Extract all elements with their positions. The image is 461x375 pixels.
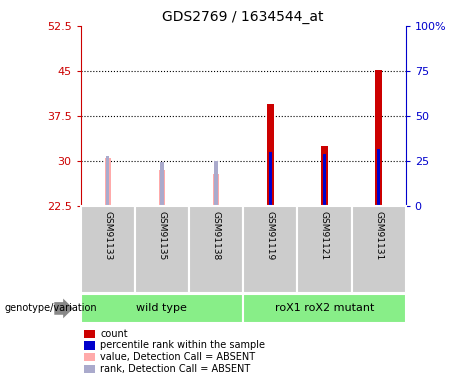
Bar	[84, 341, 95, 350]
Text: rank, Detection Call = ABSENT: rank, Detection Call = ABSENT	[100, 364, 250, 374]
Text: GSM91121: GSM91121	[320, 211, 329, 260]
Title: GDS2769 / 1634544_at: GDS2769 / 1634544_at	[162, 10, 324, 24]
Bar	[159, 170, 165, 206]
Bar	[321, 146, 328, 206]
Bar	[352, 206, 406, 292]
Text: genotype/variation: genotype/variation	[5, 303, 97, 313]
Text: GSM91131: GSM91131	[374, 211, 383, 260]
Bar	[297, 206, 352, 292]
Bar	[213, 174, 219, 206]
Text: roX1 roX2 mutant: roX1 roX2 mutant	[275, 303, 374, 313]
Bar	[81, 206, 135, 292]
Text: GSM91135: GSM91135	[157, 211, 166, 260]
Bar	[84, 330, 95, 338]
Bar	[160, 162, 164, 206]
Text: count: count	[100, 329, 128, 339]
Bar	[105, 158, 111, 206]
Bar	[84, 364, 95, 373]
Text: wild type: wild type	[136, 303, 187, 313]
Bar	[243, 206, 297, 292]
Bar	[377, 149, 380, 206]
Bar	[81, 294, 243, 323]
Bar	[269, 152, 272, 206]
Bar	[84, 353, 95, 362]
Text: GSM91138: GSM91138	[212, 211, 221, 260]
Bar	[243, 294, 406, 323]
Bar	[135, 206, 189, 292]
Bar	[214, 161, 218, 206]
Bar	[189, 206, 243, 292]
Bar	[375, 70, 382, 206]
Bar	[106, 156, 109, 206]
Bar	[267, 104, 273, 206]
FancyArrow shape	[54, 298, 73, 318]
Text: GSM91119: GSM91119	[266, 211, 275, 260]
Bar	[323, 154, 326, 206]
Text: percentile rank within the sample: percentile rank within the sample	[100, 340, 265, 351]
Text: GSM91133: GSM91133	[103, 211, 112, 260]
Text: value, Detection Call = ABSENT: value, Detection Call = ABSENT	[100, 352, 255, 362]
